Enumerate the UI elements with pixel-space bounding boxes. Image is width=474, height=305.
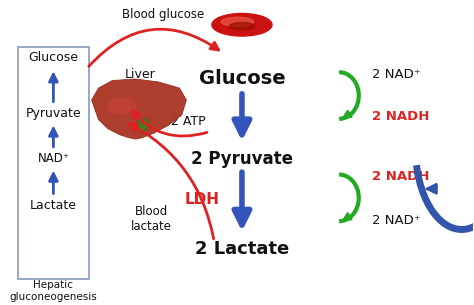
Text: Hepatic
gluconeogenesis: Hepatic gluconeogenesis (9, 280, 97, 302)
Text: LDH: LDH (185, 192, 220, 207)
Text: Glucose: Glucose (28, 51, 78, 64)
Text: 2 NADH: 2 NADH (372, 170, 429, 183)
Polygon shape (91, 79, 186, 139)
Text: 2 NADH: 2 NADH (372, 110, 429, 123)
Text: 2 Pyruvate: 2 Pyruvate (191, 150, 293, 168)
Text: Blood
lactate: Blood lactate (131, 205, 172, 233)
Text: NAD⁺: NAD⁺ (37, 152, 69, 165)
Text: Liver: Liver (125, 68, 155, 81)
Text: 2 NAD⁺: 2 NAD⁺ (372, 214, 420, 227)
Ellipse shape (108, 99, 136, 113)
Text: Glucose: Glucose (199, 70, 285, 88)
Ellipse shape (212, 13, 272, 36)
Text: Blood glucose: Blood glucose (122, 8, 204, 21)
Text: 2 ATP: 2 ATP (172, 115, 206, 127)
Ellipse shape (229, 23, 255, 30)
Text: Pyruvate: Pyruvate (26, 107, 81, 120)
Text: 2 Lactate: 2 Lactate (195, 240, 289, 258)
Ellipse shape (221, 17, 254, 26)
Text: Lactate: Lactate (30, 199, 77, 212)
Polygon shape (136, 118, 149, 133)
Text: 2 NAD⁺: 2 NAD⁺ (372, 68, 420, 81)
